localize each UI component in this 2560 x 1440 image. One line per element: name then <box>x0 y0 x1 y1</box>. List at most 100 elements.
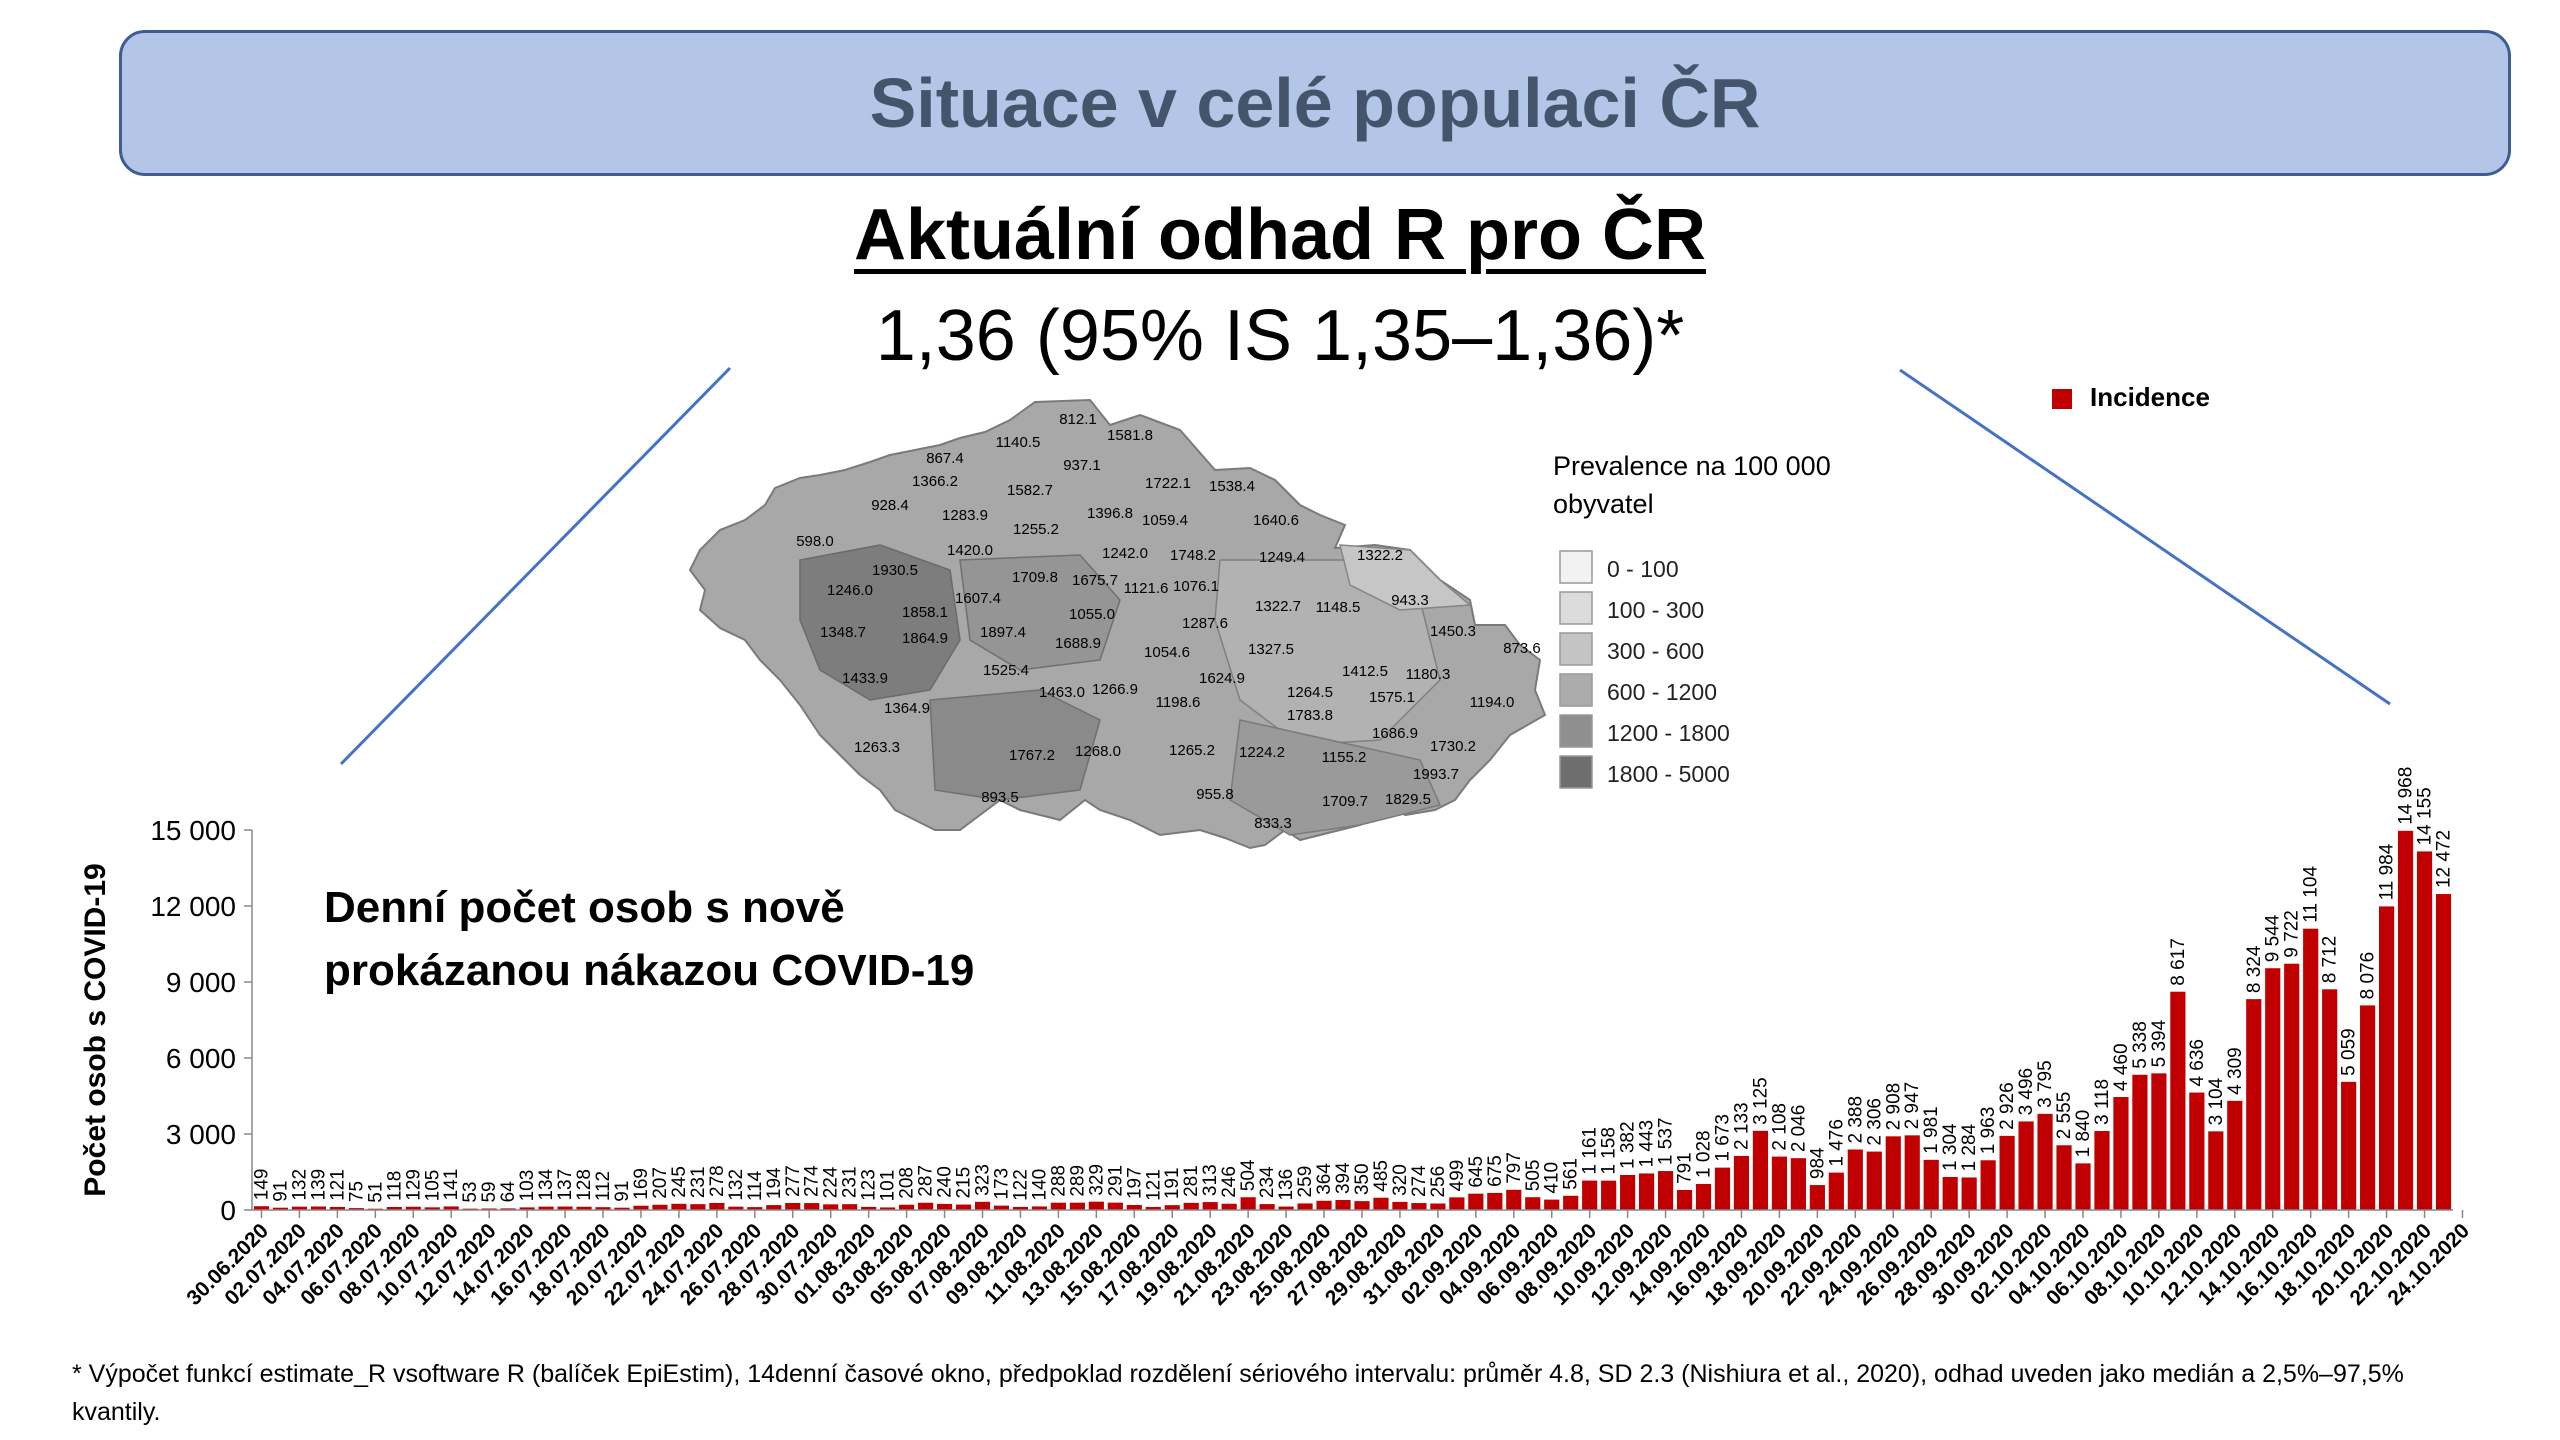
bar-value-label: 410 <box>1542 1162 1563 1194</box>
bar-value-label: 645 <box>1466 1156 1487 1188</box>
y-tick-label: 12 000 <box>150 891 236 922</box>
chart-title-line1: Denní počet osob s nově <box>324 883 845 932</box>
bar-value-label: 505 <box>1523 1160 1544 1192</box>
map-legend-swatch <box>1559 673 1593 707</box>
bar <box>2322 989 2338 1210</box>
bar <box>2416 851 2433 1210</box>
bar <box>595 1207 611 1210</box>
bar <box>310 1206 326 1210</box>
bar-value-label: 287 <box>916 1165 937 1197</box>
bar-value-label: 197 <box>1124 1167 1145 1199</box>
map-district-value: 1640.6 <box>1253 512 1299 529</box>
map-district-value: 1450.3 <box>1430 623 1476 640</box>
bar-value-label: 256 <box>1428 1166 1449 1198</box>
bar <box>1259 1204 1275 1210</box>
map-district-value: 1730.2 <box>1430 738 1476 755</box>
bar-value-label: 2 926 <box>1997 1082 2018 1130</box>
bar <box>804 1203 820 1210</box>
bar-value-labels: 1499113213912175511181291051415359641031… <box>251 767 2454 1203</box>
bar <box>1050 1202 1066 1210</box>
map-district-value: 1264.5 <box>1287 684 1333 701</box>
bar-value-label: 291 <box>1105 1165 1126 1197</box>
bar <box>785 1202 801 1210</box>
map-region-northeast <box>1339 544 1472 611</box>
bar-value-label: 1 840 <box>2073 1110 2094 1158</box>
map-district-value: 1709.8 <box>1012 569 1058 586</box>
map-district-value: 1686.9 <box>1372 725 1418 742</box>
bar <box>1183 1202 1199 1210</box>
map-district-value: 1582.7 <box>1007 482 1053 499</box>
bar <box>519 1207 535 1210</box>
map-district-value: 1076.1 <box>1173 578 1219 595</box>
map-district-value: 1059.4 <box>1142 512 1188 529</box>
map-district-value: 1224.2 <box>1239 744 1285 761</box>
map-district-value: 1255.2 <box>1013 521 1059 538</box>
bar-value-label: 234 <box>1257 1166 1278 1198</box>
map-district-value: 1268.0 <box>1075 743 1121 760</box>
y-tick-label: 3 000 <box>166 1119 236 1150</box>
bar-value-label: 2 555 <box>2054 1092 2075 1140</box>
bar <box>500 1208 516 1210</box>
bar <box>955 1204 972 1210</box>
bar <box>993 1205 1010 1210</box>
bar-value-label: 207 <box>650 1167 671 1199</box>
bar <box>1980 1160 1996 1210</box>
bar-value-label: 485 <box>1371 1160 1392 1192</box>
map-district-value: 1581.8 <box>1107 427 1153 444</box>
bar <box>1468 1193 1484 1210</box>
bar <box>2284 963 2300 1210</box>
bar-value-label: 1 161 <box>1580 1127 1601 1175</box>
bar-value-label: 4 309 <box>2225 1047 2246 1095</box>
bar <box>1221 1203 1237 1210</box>
bar <box>2094 1131 2110 1210</box>
map-district-value: 1748.2 <box>1170 547 1216 564</box>
title-banner: Situace v celé populaci ČR <box>119 30 2511 176</box>
bar <box>2056 1145 2072 1210</box>
bar-value-label: 281 <box>1181 1165 1202 1197</box>
map-district-value: 1322.7 <box>1255 598 1301 615</box>
bar <box>576 1206 592 1210</box>
legend-swatch-incidence <box>2052 389 2072 409</box>
bar <box>2227 1100 2243 1210</box>
map-district-value: 1412.5 <box>1342 663 1388 680</box>
r-estimate-title: Aktuální odhad R pro ČR <box>0 194 2560 276</box>
bar <box>1714 1167 1731 1210</box>
map-district-value: 1054.6 <box>1144 644 1190 661</box>
bar <box>2075 1163 2091 1210</box>
map-district-value: 1722.1 <box>1145 475 1191 492</box>
bar <box>443 1206 459 1210</box>
connector-line-right <box>1899 368 2391 706</box>
bar-value-label: 64 <box>498 1181 519 1203</box>
bar-value-label: 2 108 <box>1769 1103 1790 1151</box>
bar <box>2151 1073 2167 1210</box>
map-district-value: 1322.2 <box>1357 547 1403 564</box>
bar-value-label: 2 306 <box>1864 1098 1885 1146</box>
bar <box>1601 1180 1617 1210</box>
map-district-value: 1675.7 <box>1072 572 1118 589</box>
map-district-value: 1140.5 <box>996 434 1041 451</box>
map-district-value: 1930.5 <box>872 562 918 579</box>
map-district-value: 1055.0 <box>1069 606 1115 623</box>
map-district-value: 873.6 <box>1503 640 1541 657</box>
bar <box>728 1206 744 1210</box>
map-region-west <box>799 544 961 701</box>
bar-value-label: 208 <box>897 1167 918 1199</box>
bar <box>1240 1197 1256 1210</box>
bar <box>2397 830 2414 1210</box>
bar <box>766 1205 782 1210</box>
bar <box>557 1206 573 1210</box>
bar <box>1620 1174 1636 1210</box>
map-district-value: 1155.2 <box>1322 749 1367 766</box>
map-legend-label: 300 - 600 <box>1607 638 1704 664</box>
bar <box>1335 1200 1351 1210</box>
bar-value-label: 59 <box>479 1181 500 1202</box>
bar <box>671 1203 687 1210</box>
bar-value-label: 215 <box>954 1167 975 1199</box>
map-district-value: 1858.1 <box>902 604 948 621</box>
bar-value-label: 173 <box>991 1168 1012 1200</box>
bar-value-label: 1 158 <box>1599 1127 1620 1175</box>
bar <box>936 1203 953 1210</box>
bar-value-label: 1 382 <box>1618 1121 1639 1169</box>
bar-value-label: 1 673 <box>1712 1114 1733 1162</box>
